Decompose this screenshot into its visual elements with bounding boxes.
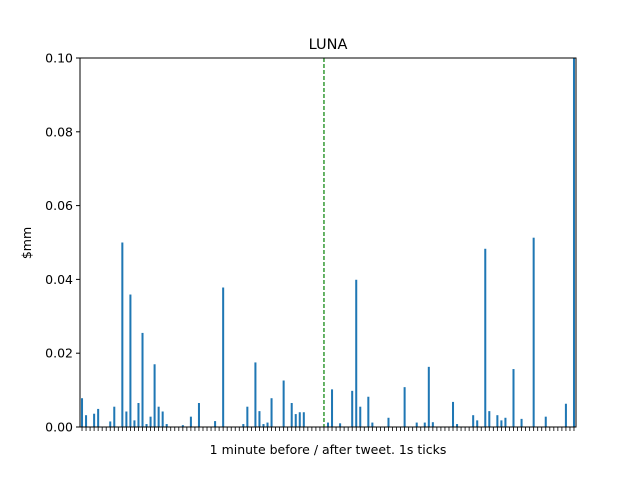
bar [496, 415, 499, 427]
y-tick-label: 0.10 [45, 51, 73, 66]
bar [149, 416, 152, 427]
bar [85, 415, 88, 427]
bar [415, 422, 418, 427]
bar [298, 412, 301, 427]
y-tick-label: 0.00 [45, 420, 73, 435]
bar [137, 403, 140, 427]
bar [262, 424, 265, 427]
bar [456, 424, 459, 427]
bar [512, 369, 515, 427]
bar [500, 420, 503, 427]
bar [351, 390, 354, 427]
bar [431, 422, 434, 427]
bar [476, 420, 479, 427]
bar [403, 387, 406, 427]
bar [242, 424, 245, 427]
bar [294, 414, 297, 427]
bar [157, 406, 160, 427]
y-tick-label: 0.02 [45, 346, 73, 361]
bar [129, 294, 132, 427]
bar [153, 364, 156, 427]
bar [141, 332, 144, 427]
bar [532, 237, 535, 427]
bar [484, 248, 487, 427]
bar [544, 416, 547, 427]
y-axis-label: $mm [19, 227, 34, 259]
bar [564, 403, 567, 427]
bar [367, 396, 370, 427]
bar [222, 287, 225, 427]
bar [270, 398, 273, 427]
bar [197, 403, 200, 427]
bar [520, 418, 523, 427]
y-tick-label: 0.08 [45, 124, 73, 139]
bar [189, 416, 192, 427]
bar [331, 389, 334, 427]
y-axis: 0.00 0.02 0.04 0.06 0.08 0.10 [45, 51, 80, 435]
bar [254, 362, 257, 427]
bar [371, 422, 374, 427]
bar [161, 411, 164, 427]
bar [266, 422, 269, 427]
bar [488, 411, 491, 427]
bar [145, 424, 148, 427]
bar [258, 411, 261, 427]
bar [133, 420, 136, 427]
bar [359, 406, 362, 427]
bar [339, 423, 342, 427]
x-axis [81, 427, 575, 431]
bar [121, 242, 124, 427]
bar [427, 366, 430, 427]
bar [326, 422, 330, 427]
plot-area [79, 57, 577, 428]
bar [282, 380, 285, 427]
bar [97, 408, 100, 427]
bar [355, 279, 358, 427]
bar [246, 406, 249, 427]
bar [290, 403, 293, 427]
bar [472, 415, 475, 427]
bar [109, 421, 112, 427]
bar [165, 424, 168, 427]
bar [81, 398, 84, 427]
bar [113, 406, 116, 427]
y-tick-label: 0.06 [45, 198, 73, 213]
bar [302, 412, 305, 427]
bar [214, 421, 217, 427]
chart-title: LUNA [309, 37, 348, 53]
bar [93, 413, 96, 427]
bar [125, 411, 128, 427]
x-axis-label: 1 minute before / after tweet. 1s ticks [210, 442, 447, 457]
bar [572, 58, 575, 427]
y-tick-label: 0.04 [45, 272, 73, 287]
bar [387, 417, 390, 427]
bar [181, 425, 184, 427]
bar [452, 401, 455, 427]
bar [423, 422, 426, 427]
bar [504, 417, 507, 427]
